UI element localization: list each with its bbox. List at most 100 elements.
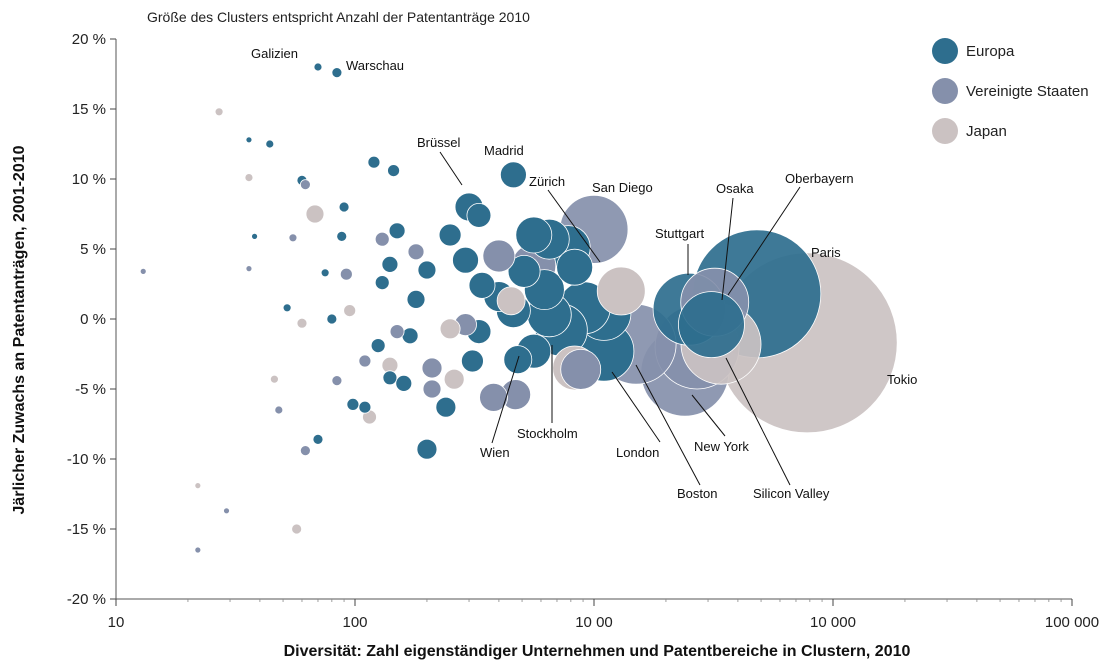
bubble-japan [596,266,646,316]
bubble-vereinigte-staaten [421,357,443,379]
x-tick-label: 100 [342,614,367,631]
bubble-japan [343,304,357,318]
bubble-europa [370,338,386,354]
leader-line [635,364,701,486]
bubble-vereinigte-staaten [407,243,425,261]
bubble-vereinigte-staaten [339,267,353,281]
legend-label: Europa [966,43,1015,60]
y-tick-label: 0 % [80,311,106,328]
bubble-japan [291,523,303,535]
bubble-europa [435,396,457,418]
bubble-vereinigte-staaten [358,354,372,368]
bubble-vereinigte-staaten [139,267,147,275]
leader-line [491,355,520,444]
y-tick-label: -10 % [67,451,106,468]
y-axis-title: Järlicher Zuwachs an Patentanträgen, 200… [11,145,28,514]
bubble-europa [438,223,462,247]
axes: 20 % 15 % 10 % 5 % 0 % -5 % -10 % -15 % -20 %10 1… [67,31,1099,631]
x-axis-title: Diversität: Zahl eigenständiger Unterneh… [284,643,911,660]
bubble-europa [499,161,527,189]
bubble-label: Oberbayern [785,171,854,186]
bubble-europa [515,216,553,254]
bubble-label: Paris [811,245,841,260]
bubble-europa [387,164,400,178]
bubble-europa [461,349,484,373]
y-tick-label: 5 % [80,241,106,258]
bubble-label: Wien [480,445,510,460]
bubble-label: San Diego [592,180,653,195]
bubble-europa [507,254,541,288]
bubble-europa [466,202,492,228]
bubble-europa [320,268,330,278]
bubble-vereinigte-staaten [482,239,516,273]
bubble-vereinigte-staaten [299,179,311,191]
bubble-vereinigte-staaten [422,379,442,399]
bubble-europa [336,230,348,242]
leader-line [691,394,726,437]
legend-label: Japan [966,123,1007,140]
bubble-europa [358,400,372,414]
bubble-vereinigte-staaten [299,445,311,457]
bubble-label: Zürich [529,174,565,189]
bubble-japan [443,368,465,390]
bubble-europa [313,62,323,72]
bubble-label: Madrid [484,143,524,158]
bubble-europa [346,397,360,411]
bubble-europa [326,313,338,325]
bubble-europa [417,260,437,280]
annotation-leaders [439,151,801,486]
bubble-europa [251,232,258,240]
leader-line [611,371,661,443]
bubble-label: Galizien [251,46,298,61]
bubble-vereinigte-staaten [274,405,284,415]
leader-line [547,189,601,263]
bubble-europa [382,370,398,386]
bubble-europa [406,289,426,309]
legend: Europa Vereinigte Staaten Japan [932,38,1089,144]
bubble-label: Tokio [887,372,917,387]
bubble-europa [367,155,381,169]
bubble-label: Stuttgart [655,226,705,241]
y-tick-label: -5 % [75,381,106,398]
leader-line [439,151,463,186]
bubble-europa [331,67,343,78]
bubble-vereinigte-staaten [223,507,230,515]
legend-swatch [932,78,958,104]
bubble-japan [194,482,202,490]
bubble-europa [452,246,479,274]
bubble-label: Boston [677,486,717,501]
bubble-vereinigte-staaten [288,233,298,243]
chart-subtitle: Größe des Clusters entspricht Anzahl der… [147,9,530,25]
bubble-europa [678,291,745,359]
bubble-europa [388,222,406,240]
bubble-japan [496,286,526,316]
bubble-vereinigte-staaten [331,375,343,387]
y-tick-label: 10 % [72,171,106,188]
x-tick-label: 10 [108,614,125,631]
bubble-europa [338,201,350,213]
bubble-label: Osaka [716,181,754,196]
bubble-vereinigte-staaten [389,324,405,340]
legend-swatch [932,38,958,64]
leader-line [727,186,801,296]
x-tick-label: 10 000 [810,614,856,631]
bubble-japan [214,107,224,117]
bubble-japan [244,173,254,183]
bubble-europa [401,327,419,345]
bubble-japan [439,318,461,340]
x-tick-label: 100 000 [1045,614,1099,631]
y-tick-label: -15 % [67,521,106,538]
legend-swatch [932,118,958,144]
bubble-vereinigte-staaten [245,265,253,273]
bubble-vereinigte-staaten [374,231,390,247]
bubble-label: Brüssel [417,135,460,150]
annotation-labels: Galizien Warschau Brüssel Madrid Zürich San D… [251,46,917,501]
bubble-europa [395,374,413,392]
bubble-japan [296,317,308,329]
y-tick-label: -20 % [67,591,106,608]
y-tick-label: 15 % [72,101,106,118]
bubble-europa [282,303,292,313]
leader-line [725,357,791,486]
bubble-europa [416,438,438,460]
bubble-label: Warschau [346,58,404,73]
